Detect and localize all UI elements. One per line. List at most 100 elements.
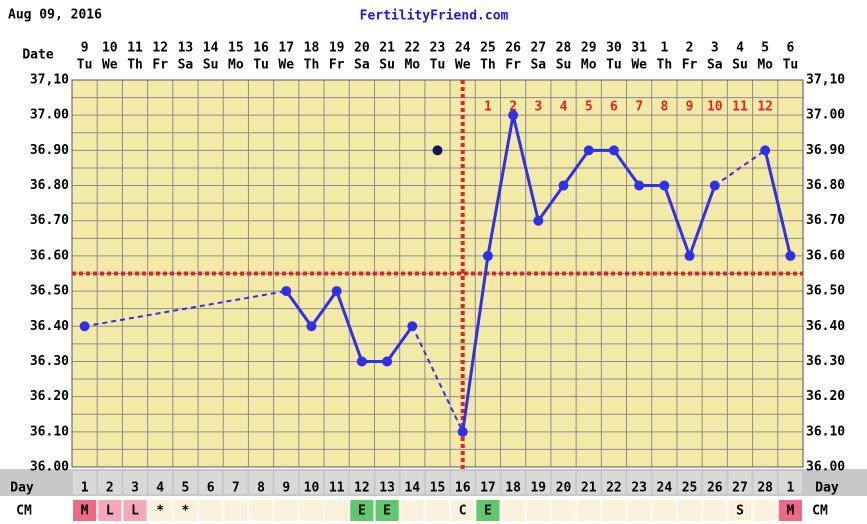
day-label: Day xyxy=(815,481,839,496)
cm-cell xyxy=(350,500,374,521)
cm-cell xyxy=(652,500,676,521)
day-cell xyxy=(778,471,802,494)
y-tick-label: 36.10 xyxy=(30,424,69,439)
cm-cell xyxy=(199,500,223,521)
y-tick-label: 36.10 xyxy=(806,424,845,439)
cm-cell xyxy=(123,500,147,521)
weekday-label: Mo xyxy=(404,58,420,73)
cycle-day: 12 xyxy=(354,481,370,496)
temp-line xyxy=(285,287,414,363)
y-tick-label: 36.30 xyxy=(806,354,845,369)
weekday-label: Fr xyxy=(329,58,345,73)
cm-cell xyxy=(451,500,475,521)
cm-cell xyxy=(778,500,802,521)
chart-date: Aug 09, 2016 xyxy=(8,8,102,23)
day-cell xyxy=(148,471,172,494)
cm-entry: E xyxy=(383,504,391,519)
cycle-day: 23 xyxy=(631,481,647,496)
day-cell xyxy=(325,471,349,494)
weekday-label: Tu xyxy=(783,58,799,73)
date-label: Date xyxy=(22,48,53,63)
date-label: 20 xyxy=(354,41,370,56)
y-tick-label: 37.00 xyxy=(30,108,69,123)
weekday-label: Tu xyxy=(253,58,269,73)
y-tick-label: 36.50 xyxy=(30,284,69,299)
y-tick-label: 36.00 xyxy=(806,460,845,475)
dpo-label: 9 xyxy=(686,100,694,115)
day-cell xyxy=(501,471,525,494)
weekday-label: Su xyxy=(379,58,395,73)
day-cell xyxy=(577,471,601,494)
cycle-day: 16 xyxy=(455,481,471,496)
date-label: 29 xyxy=(581,41,597,56)
weekday-label: Fr xyxy=(152,58,168,73)
y-tick-label: 36.40 xyxy=(806,319,845,334)
cm-cell xyxy=(325,500,349,521)
date-label: 18 xyxy=(304,41,320,56)
weekday-label: Tu xyxy=(430,58,446,73)
date-label: 6 xyxy=(786,41,794,56)
cm-cell xyxy=(173,500,198,521)
temp-point xyxy=(659,180,670,191)
weekday-label: Mo xyxy=(757,58,773,73)
cm-cell xyxy=(551,500,576,521)
y-tick-label: 37,10 xyxy=(30,73,69,88)
temp-line xyxy=(763,150,792,257)
cycle-day: 8 xyxy=(257,481,265,496)
cm-cell xyxy=(753,500,777,521)
date-label: 14 xyxy=(203,41,219,56)
cycle-day: 5 xyxy=(182,481,190,496)
date-label: 5 xyxy=(761,41,769,56)
cm-cell xyxy=(627,500,651,521)
weekday-label: Fr xyxy=(682,58,698,73)
day-cell xyxy=(173,471,198,494)
temp-point xyxy=(382,356,393,367)
y-tick-label: 36.40 xyxy=(30,319,69,334)
cycle-day: 28 xyxy=(757,481,773,496)
cm-entry: L xyxy=(106,504,114,519)
date-label: 15 xyxy=(228,41,244,56)
day-cell xyxy=(627,471,651,494)
dpo-label: 12 xyxy=(757,100,773,115)
temp-point xyxy=(684,250,695,261)
y-tick-label: 36.80 xyxy=(30,178,69,193)
cm-entry: L xyxy=(131,504,139,519)
day-cell xyxy=(73,471,97,494)
date-label: 22 xyxy=(404,41,420,56)
date-label: 19 xyxy=(329,41,345,56)
dpo-label: 4 xyxy=(560,100,568,115)
weekday-label: Sa xyxy=(707,58,723,73)
date-label: 26 xyxy=(505,41,521,56)
day-cell xyxy=(425,471,450,494)
temp-point xyxy=(558,180,569,191)
cm-cell xyxy=(703,500,727,521)
weekday-label: We xyxy=(102,58,118,73)
cm-cell xyxy=(249,500,273,521)
weekday-label: Tu xyxy=(77,58,93,73)
y-tick-label: 36.90 xyxy=(30,143,69,158)
weekday-label: Th xyxy=(657,58,673,73)
temp-point xyxy=(407,321,418,332)
dpo-label: 6 xyxy=(610,100,618,115)
day-cell xyxy=(728,471,752,494)
cycle-day: 25 xyxy=(682,481,698,496)
cycle-day: 7 xyxy=(232,481,240,496)
weekday-label: Su xyxy=(732,58,748,73)
temp-point xyxy=(482,250,493,261)
cycle-day: 1 xyxy=(81,481,89,496)
day-cell xyxy=(299,471,324,494)
weekday-label: Sa xyxy=(178,58,194,73)
cm-entry: E xyxy=(484,504,492,519)
y-tick-label: 37.00 xyxy=(806,108,845,123)
cm-cell xyxy=(148,500,172,521)
date-label: 13 xyxy=(178,41,194,56)
gap-connector xyxy=(411,325,464,433)
y-tick-label: 36.90 xyxy=(806,143,845,158)
cycle-day: 15 xyxy=(430,481,446,496)
y-tick-label: 36.50 xyxy=(806,284,845,299)
temp-point xyxy=(306,321,317,332)
chart-title: FertilityFriend.com xyxy=(360,9,509,24)
cycle-day: 1 xyxy=(786,481,794,496)
cm-label: CM xyxy=(812,504,828,519)
y-tick-label: 36.20 xyxy=(30,389,69,404)
